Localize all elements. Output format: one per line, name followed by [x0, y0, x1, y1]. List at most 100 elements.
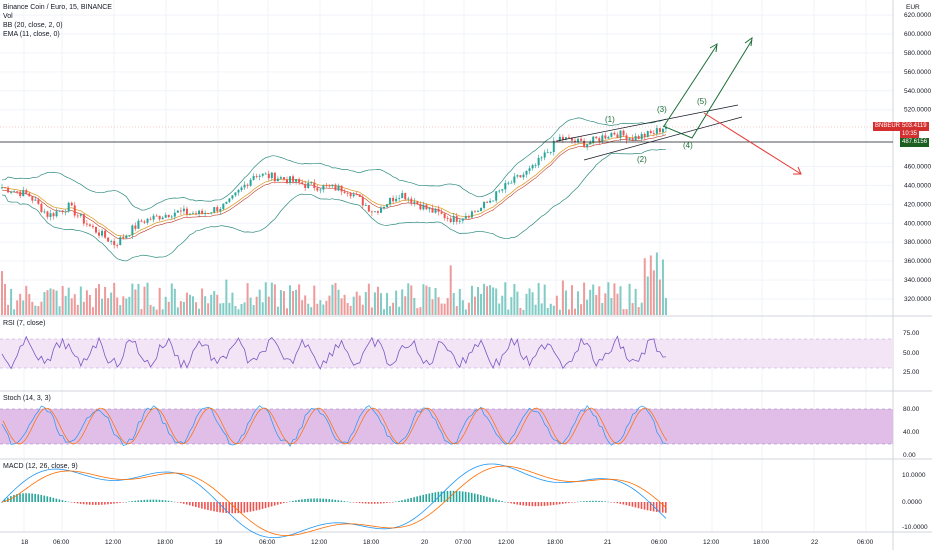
volume-bar	[210, 294, 213, 315]
macd-histogram-bar	[279, 502, 282, 504]
bearish-projection[interactable]	[703, 112, 802, 175]
macd-histogram-bar	[16, 494, 18, 502]
candle-body	[101, 230, 104, 236]
time-tick-label: 18	[21, 539, 29, 546]
macd-histogram-bar	[79, 502, 82, 504]
macd-histogram-bar	[101, 502, 103, 505]
candle-body	[152, 215, 155, 220]
macd-axis: 10.0000 0.0000 -10.0000	[902, 472, 928, 531]
vol-label[interactable]: Vol	[3, 13, 13, 20]
volume-bar	[185, 292, 188, 315]
ema-label[interactable]: EMA (11, close, 0)	[3, 31, 60, 38]
volume-bar	[537, 283, 540, 315]
candle-body	[328, 185, 331, 187]
volume-bar	[510, 297, 513, 315]
candle-body	[379, 208, 382, 213]
volume-bar	[592, 284, 595, 315]
macd-histogram-bar	[646, 502, 649, 511]
volume-bar	[213, 291, 216, 315]
candle-body	[467, 216, 470, 218]
candle-body	[470, 211, 473, 218]
wedge-lower-line[interactable]	[583, 116, 743, 161]
candle-body	[531, 165, 534, 169]
candle-body	[34, 199, 37, 201]
macd-histogram-bar	[586, 500, 588, 502]
macd-line	[1, 463, 667, 539]
bullish-projection[interactable]	[662, 36, 753, 139]
volume-bar	[628, 283, 631, 315]
macd-histogram-bar	[249, 502, 252, 512]
volume-bar	[222, 303, 225, 315]
candle-body	[580, 138, 583, 141]
volume-bar	[567, 309, 570, 315]
price-axis[interactable]: 620.0000 600.0000 580.0000 560.0000 540.0000…	[904, 12, 931, 303]
candle-body	[143, 221, 146, 223]
rsi-label[interactable]: RSI (7, close)	[3, 320, 46, 327]
volume-bar	[392, 302, 395, 315]
candle-body	[37, 199, 40, 204]
candle-body	[292, 176, 295, 182]
macd-histogram-bar	[355, 502, 358, 503]
stoch-label[interactable]: Stoch (14, 3, 3)	[3, 395, 51, 402]
candle-body	[107, 237, 110, 242]
macd-histogram-bar	[52, 497, 55, 502]
volume-bar	[179, 301, 182, 315]
time-axis[interactable]: 18 06:00 12:00 18:00 19 06:00 12:00 18:00 20 07:0…	[21, 539, 874, 546]
volume-bar	[176, 307, 179, 315]
macd-histogram-bar	[516, 502, 519, 505]
volume-bar	[307, 303, 310, 315]
macd-histogram-bar	[383, 502, 385, 504]
wedge-upper-line[interactable]	[556, 104, 739, 142]
macd-histogram-bar	[376, 502, 379, 504]
candle-body	[258, 175, 261, 177]
price-tick-label: 380.0000	[904, 239, 931, 246]
volume-bar	[292, 290, 295, 315]
macd-histogram-bar	[346, 501, 349, 503]
macd-tick-label: 0.0000	[902, 499, 922, 506]
time-tick-label: 12:00	[703, 539, 720, 546]
price-tick-label: 560.0000	[904, 69, 931, 76]
volume-bar	[276, 306, 279, 315]
rsi-band	[0, 339, 893, 368]
price-tick-label: 460.0000	[904, 164, 931, 171]
macd-histogram-bar	[610, 502, 612, 503]
candle-body	[164, 214, 167, 218]
macd-histogram-bar	[452, 490, 455, 502]
candle-body	[619, 130, 622, 138]
macd-histogram-bar	[613, 502, 616, 503]
macd-histogram-bar	[255, 502, 258, 511]
volume-bar	[249, 297, 252, 315]
candle-body	[601, 135, 604, 142]
macd-histogram-bar	[507, 502, 509, 503]
volume-bar	[507, 309, 510, 315]
macd-histogram-bar	[325, 498, 328, 502]
stoch-axis: 80.00 40.00 0.00	[903, 406, 920, 459]
macd-histogram-bar	[386, 502, 388, 503]
macd-histogram-bar	[428, 493, 431, 502]
volume-bar	[301, 300, 304, 315]
volume-bar	[431, 299, 434, 315]
macd-histogram-bar	[540, 502, 543, 507]
price-tick-label: 340.0000	[904, 277, 931, 284]
macd-histogram-bar	[134, 500, 136, 502]
candle-body	[504, 183, 507, 190]
candle-body	[383, 206, 386, 209]
macd-label[interactable]: MACD (12, 26, close, 9)	[3, 463, 78, 470]
candle-body	[616, 134, 619, 138]
candle-body	[643, 133, 646, 137]
volume-bar	[334, 282, 337, 315]
volume-bar	[367, 283, 370, 315]
candle-body	[213, 207, 216, 213]
time-tick-label: 18:00	[547, 539, 564, 546]
macd-histogram-bar	[295, 500, 297, 502]
macd-histogram-bar	[258, 502, 261, 510]
candle-body	[55, 211, 58, 217]
candle-body	[149, 218, 152, 220]
ema-path	[1, 134, 667, 240]
volume-bar	[113, 282, 116, 315]
bb-label[interactable]: BB (20, close, 2, 0)	[3, 22, 63, 29]
volume-bar	[489, 285, 492, 315]
symbol-title[interactable]: Binance Coin / Euro, 15, BINANCE	[3, 4, 112, 11]
candle-body	[607, 136, 610, 139]
candle-body	[16, 191, 19, 193]
